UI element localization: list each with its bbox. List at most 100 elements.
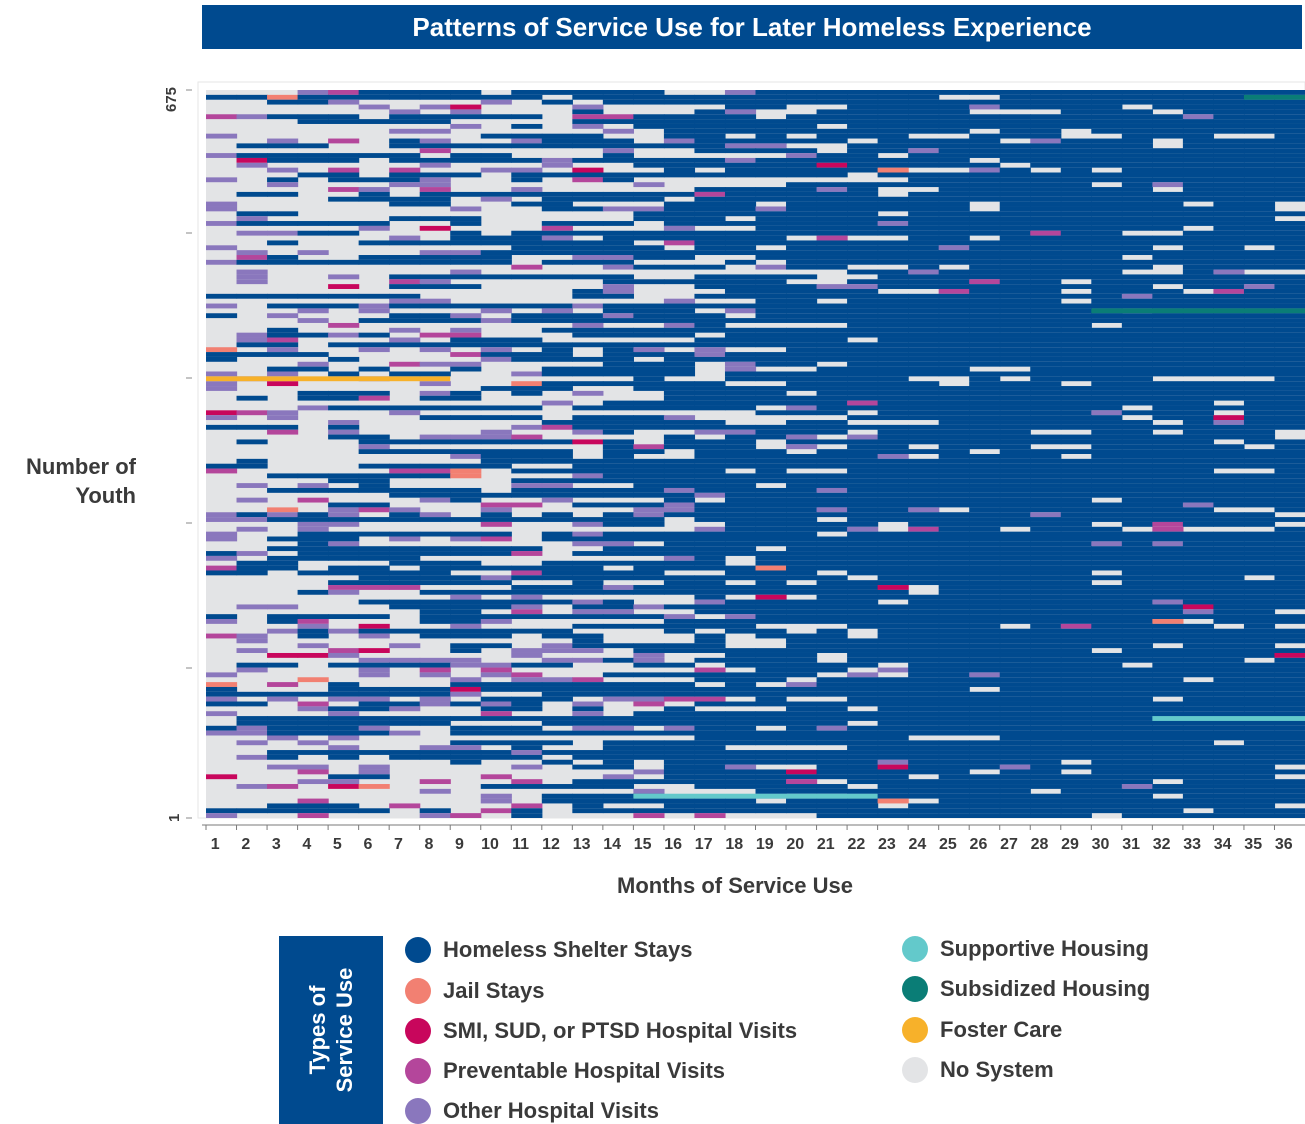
heatmap-cell [480, 133, 512, 139]
heatmap-cell [694, 284, 726, 289]
heatmap-cell [389, 691, 421, 697]
heatmap-cell [969, 221, 1001, 226]
heatmap-cell [938, 434, 970, 440]
heatmap-cell [938, 492, 970, 498]
heatmap-cell [1152, 386, 1184, 391]
heatmap-cell [1213, 536, 1245, 542]
heatmap-cell [969, 779, 1001, 785]
heatmap-cell [908, 769, 940, 775]
heatmap-cell [969, 119, 1001, 124]
heatmap-cell [1152, 454, 1184, 459]
heatmap-cell [724, 628, 757, 634]
heatmap-cell [328, 153, 360, 158]
heatmap-cell [1030, 240, 1062, 246]
heatmap-cell [908, 720, 940, 726]
heatmap-cell [1152, 293, 1184, 299]
heatmap-cell [938, 420, 970, 425]
heatmap-cell [1121, 701, 1153, 707]
heatmap-cell [908, 225, 940, 231]
heatmap-cell [236, 560, 268, 566]
heatmap-cell [999, 206, 1031, 212]
heatmap-cell [1182, 648, 1215, 653]
heatmap-cell [1152, 531, 1184, 537]
heatmap-cell [786, 240, 818, 246]
heatmap-cell [1121, 512, 1153, 518]
heatmap-cell [786, 201, 818, 207]
heatmap-cell [816, 774, 848, 780]
heatmap-cell [633, 352, 665, 357]
heatmap-cell [633, 657, 665, 663]
heatmap-cell [572, 468, 604, 474]
heatmap-cell [450, 473, 482, 479]
heatmap-cell [1182, 735, 1215, 741]
heatmap-cell [877, 119, 909, 124]
heatmap-cell [1030, 517, 1062, 522]
heatmap-cell [755, 808, 787, 814]
heatmap-cell [1274, 565, 1305, 571]
heatmap-cell [633, 813, 665, 818]
heatmap-cell [1091, 614, 1123, 620]
heatmap-cell [969, 638, 1001, 644]
heatmap-cell [1152, 589, 1184, 595]
heatmap-cell [480, 774, 512, 780]
heatmap-cell [236, 633, 268, 639]
heatmap-cell [1121, 643, 1153, 649]
heatmap-chart: 1 2 3 4 5 6 7 8 9 10 11 12 13 14 15 16 17 18 19 20 21 22 23 24 2… [186, 81, 1305, 853]
heatmap-cell [1243, 104, 1276, 110]
heatmap-cell [938, 575, 970, 581]
heatmap-cell [999, 342, 1031, 348]
heatmap-cell [572, 177, 604, 183]
heatmap-cell [1060, 274, 1092, 280]
heatmap-cell [908, 512, 940, 518]
heatmap-cell [755, 803, 787, 809]
heatmap-cell [663, 507, 696, 513]
heatmap-cell [724, 94, 757, 100]
heatmap-cell [694, 502, 726, 508]
heatmap-cell [358, 405, 390, 411]
heatmap-cell [755, 327, 787, 333]
heatmap-cell [328, 342, 360, 348]
heatmap-cell [908, 356, 940, 362]
heatmap-cell [847, 255, 879, 260]
heatmap-cell [786, 352, 818, 357]
heatmap-cell [358, 691, 390, 697]
heatmap-cell [908, 560, 940, 566]
heatmap-cell [1091, 686, 1123, 692]
heatmap-cell [724, 196, 757, 202]
heatmap-cell [267, 182, 299, 188]
heatmap-cell [999, 648, 1031, 653]
heatmap-cell [938, 245, 970, 251]
heatmap-cell [572, 356, 604, 362]
heatmap-cell [663, 483, 696, 488]
heatmap-cell [999, 764, 1031, 770]
heatmap-cell [908, 434, 940, 440]
heatmap-cell [724, 337, 757, 343]
heatmap-cell [1152, 784, 1184, 789]
heatmap-cell [450, 94, 482, 100]
heatmap-cell [999, 750, 1031, 755]
heatmap-cell [694, 279, 726, 285]
legend-label: No System [940, 1057, 1054, 1082]
heatmap-cell [541, 585, 573, 590]
heatmap-cell [816, 191, 848, 197]
heatmap-cell [602, 429, 634, 435]
heatmap-cell [786, 725, 818, 731]
heatmap-cell [694, 512, 726, 518]
x-tick-label: 36 [1275, 836, 1293, 853]
heatmap-cell [1182, 585, 1215, 590]
heatmap-cell [847, 182, 879, 188]
heatmap-cell [1060, 157, 1092, 163]
legend-item: No System [902, 1057, 1054, 1083]
heatmap-cell [633, 560, 665, 566]
heatmap-cell [480, 99, 512, 105]
heatmap-cell [1182, 342, 1215, 348]
heatmap-cell [267, 754, 299, 760]
heatmap-cell [816, 250, 848, 256]
heatmap-cell [1152, 390, 1184, 396]
heatmap-cell [969, 429, 1001, 435]
heatmap-cell [1091, 696, 1123, 702]
heatmap-cell [1121, 322, 1153, 328]
heatmap-cell [206, 206, 238, 212]
heatmap-cell [358, 303, 390, 309]
heatmap-cell [694, 439, 726, 445]
